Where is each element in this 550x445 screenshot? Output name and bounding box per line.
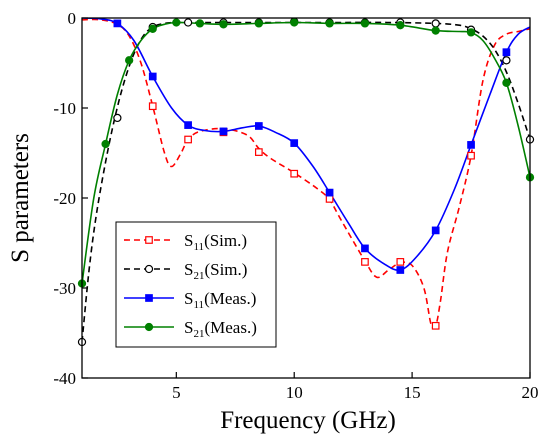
data-point-2	[431, 226, 440, 235]
legend-label-main: S	[184, 318, 193, 337]
data-point-3	[502, 78, 511, 87]
x-tick-label: 20	[522, 383, 539, 402]
series-line-3	[82, 21, 530, 284]
legend-label-subscript: 11	[193, 299, 204, 311]
y-axis-title: S parameters	[7, 133, 34, 263]
legend-label: S11(Meas.)	[184, 289, 256, 311]
data-point-1	[502, 56, 511, 65]
y-tick-label: -30	[53, 279, 76, 298]
data-point-3	[254, 19, 263, 28]
data-point-1	[113, 113, 122, 123]
data-point-2	[502, 48, 511, 57]
legend: S11(Sim.)S21(Sim.)S11(Meas.)S21(Meas.)	[115, 221, 277, 348]
data-point-0	[467, 151, 475, 160]
legend-label-tail: (Sim.)	[204, 231, 247, 250]
data-point-1	[431, 19, 440, 28]
data-point-2	[325, 188, 334, 197]
series-markers	[77, 17, 535, 347]
data-point-0	[431, 321, 440, 330]
data-point-2	[290, 139, 299, 147]
data-point-3	[396, 21, 405, 30]
legend-label-subscript: 21	[193, 270, 204, 282]
data-point-3	[195, 19, 205, 28]
data-point-3	[360, 19, 370, 28]
data-point-3	[172, 18, 181, 27]
legend-box	[115, 221, 277, 348]
data-point-0	[148, 102, 157, 111]
data-point-2	[361, 244, 369, 253]
legend-label-tail: (Meas.)	[204, 289, 256, 308]
series-curves	[82, 18, 530, 343]
series-line-2	[82, 18, 530, 272]
x-tick-label: 5	[172, 383, 181, 402]
x-axis-ticks: 5 10 15 20	[172, 372, 539, 402]
legend-label: S11(Sim.)	[184, 231, 247, 253]
y-tick-label: -20	[53, 189, 76, 208]
legend-label-tail: (Sim.)	[204, 260, 247, 279]
data-point-3	[325, 19, 334, 28]
data-point-0	[290, 169, 299, 178]
data-point-2	[184, 121, 192, 129]
x-tick-label: 15	[404, 383, 421, 402]
data-point-2	[113, 19, 122, 28]
data-point-3	[101, 139, 110, 149]
y-tick-label: -10	[53, 99, 76, 118]
data-point-3	[290, 18, 299, 27]
data-point-2	[219, 127, 228, 136]
x-tick-label: 10	[286, 383, 303, 402]
data-point-0	[361, 258, 369, 266]
data-point-0	[254, 148, 263, 156]
data-point-3	[431, 26, 440, 35]
data-point-2	[396, 266, 405, 274]
legend-label-main: S	[184, 260, 193, 279]
data-point-2	[467, 141, 475, 149]
data-point-2	[254, 122, 263, 130]
legend-marker	[144, 322, 154, 332]
data-point-0	[325, 195, 334, 203]
data-point-0	[396, 258, 405, 266]
legend-label-subscript: 21	[193, 328, 204, 340]
series-line-1	[82, 21, 530, 343]
data-point-3	[466, 28, 476, 37]
data-point-3	[125, 56, 134, 65]
legend-marker	[144, 264, 154, 274]
legend-label: S21(Sim.)	[184, 260, 247, 282]
data-point-3	[219, 20, 228, 29]
y-tick-label: -40	[53, 369, 76, 388]
data-point-1	[183, 18, 193, 27]
data-point-2	[148, 72, 157, 81]
legend-label-subscript: 11	[193, 241, 204, 253]
legend-label: S21(Meas.)	[184, 318, 257, 340]
y-axis-ticks: 0 -10 -20 -30 -40	[53, 9, 88, 388]
legend-marker	[145, 294, 153, 302]
legend-label-tail: (Meas.)	[204, 318, 256, 337]
series-line-0	[82, 18, 530, 330]
legend-marker	[145, 236, 153, 244]
data-point-3	[148, 24, 157, 33]
x-axis-title: Frequency (GHz)	[220, 407, 396, 434]
legend-label-main: S	[184, 231, 193, 250]
legend-label-main: S	[184, 289, 193, 308]
y-tick-label: 0	[68, 9, 77, 28]
data-point-0	[184, 135, 192, 144]
